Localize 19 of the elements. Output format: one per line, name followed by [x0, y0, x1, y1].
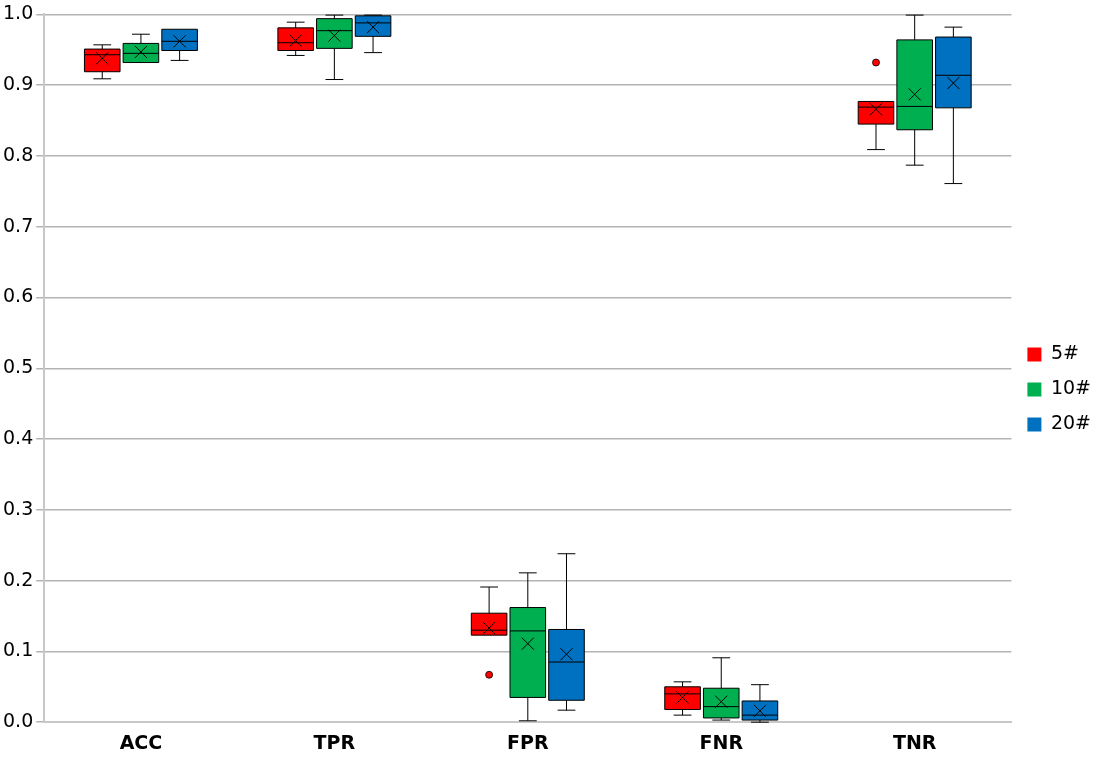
y-tick-label: 0.5	[3, 355, 34, 378]
legend-label: 10#	[1050, 376, 1092, 399]
y-tick-label: 1.0	[3, 1, 34, 24]
y-tick-label: 0.8	[3, 142, 34, 165]
x-tick-label: ACC	[119, 730, 163, 753]
y-tick-label: 0.7	[3, 213, 34, 236]
y-tick-label: 0.1	[3, 638, 34, 661]
x-tick-label: FNR	[699, 730, 744, 753]
y-tick-label: 0.2	[3, 567, 34, 590]
y-tick-label: 0.6	[3, 284, 34, 307]
y-tick-label: 0.9	[3, 72, 34, 95]
legend-label: 20#	[1050, 411, 1092, 434]
x-tick-label: TPR	[313, 730, 356, 753]
y-tick-label: 0.0	[3, 709, 34, 732]
x-tick-label: FPR	[507, 730, 549, 753]
x-tick-label: TNR	[892, 730, 937, 753]
y-tick-label: 0.4	[3, 426, 34, 449]
legend-label: 5#	[1050, 341, 1079, 364]
y-tick-label: 0.3	[3, 496, 34, 519]
